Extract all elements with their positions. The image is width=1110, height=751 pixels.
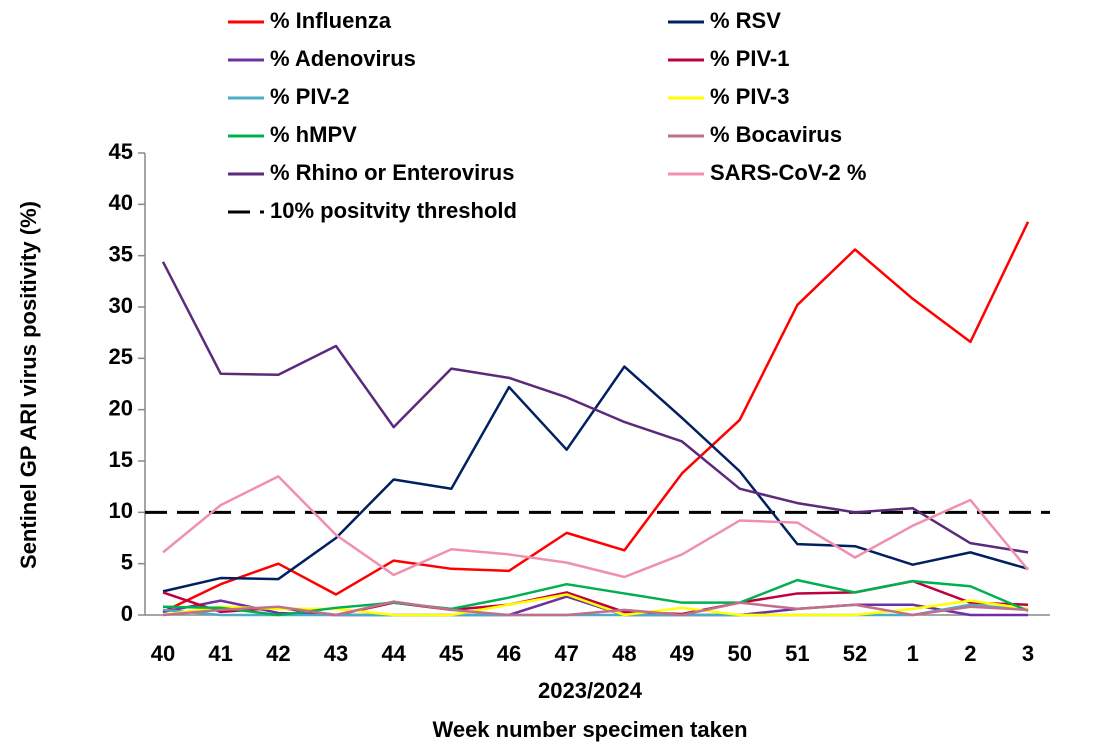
x-tick-label: 51 bbox=[785, 641, 809, 666]
y-tick-label: 45 bbox=[109, 139, 133, 164]
x-tick-label: 2 bbox=[964, 641, 976, 666]
x-tick-label: 45 bbox=[439, 641, 463, 666]
y-tick-label: 0 bbox=[121, 601, 133, 626]
y-tick-label: 10 bbox=[109, 498, 133, 523]
legend-label: % RSV bbox=[710, 8, 781, 33]
series-line bbox=[162, 603, 1029, 617]
x-tick-label: 42 bbox=[266, 641, 290, 666]
y-tick-label: 35 bbox=[109, 241, 133, 266]
x-axis-label: Week number specimen taken bbox=[432, 717, 747, 742]
series-line bbox=[162, 221, 1030, 614]
x-tick-label: 50 bbox=[727, 641, 751, 666]
y-tick-label: 40 bbox=[109, 190, 133, 215]
legend-label: 10% positvity threshold bbox=[270, 198, 517, 223]
legend-label: % PIV-2 bbox=[270, 84, 349, 109]
y-tick-label: 25 bbox=[109, 344, 133, 369]
legend-label: % PIV-1 bbox=[710, 46, 789, 71]
series-line bbox=[162, 593, 1029, 617]
x-tick-label: 48 bbox=[612, 641, 636, 666]
legend-label: % PIV-3 bbox=[710, 84, 789, 109]
x-axis-sublabel: 2023/2024 bbox=[538, 678, 643, 703]
x-tick-label: 46 bbox=[497, 641, 521, 666]
x-tick-label: 41 bbox=[208, 641, 232, 666]
x-tick-label: 43 bbox=[324, 641, 348, 666]
legend-label: % Bocavirus bbox=[710, 122, 842, 147]
legend-label: SARS-CoV-2 % bbox=[710, 160, 866, 185]
y-tick-label: 20 bbox=[109, 395, 133, 420]
y-tick-label: 30 bbox=[109, 293, 133, 318]
y-axis-label: Sentinel GP ARI virus positivity (%) bbox=[16, 201, 41, 569]
legend-label: % Adenovirus bbox=[270, 46, 416, 71]
x-tick-label: 52 bbox=[843, 641, 867, 666]
legend-label: % Rhino or Enterovirus bbox=[270, 160, 514, 185]
y-tick-label: 5 bbox=[121, 549, 133, 574]
x-tick-label: 44 bbox=[381, 641, 406, 666]
series-line bbox=[161, 261, 1029, 554]
legend-label: % Influenza bbox=[270, 8, 392, 33]
series-line bbox=[162, 475, 1030, 579]
series-line bbox=[162, 600, 1029, 617]
x-tick-label: 40 bbox=[151, 641, 175, 666]
x-tick-label: 3 bbox=[1022, 641, 1034, 666]
legend-label: % hMPV bbox=[270, 122, 357, 147]
x-tick-label: 47 bbox=[554, 641, 578, 666]
x-tick-label: 1 bbox=[907, 641, 919, 666]
x-tick-label: 49 bbox=[670, 641, 694, 666]
y-tick-label: 15 bbox=[109, 447, 133, 472]
series-line bbox=[162, 365, 1029, 593]
